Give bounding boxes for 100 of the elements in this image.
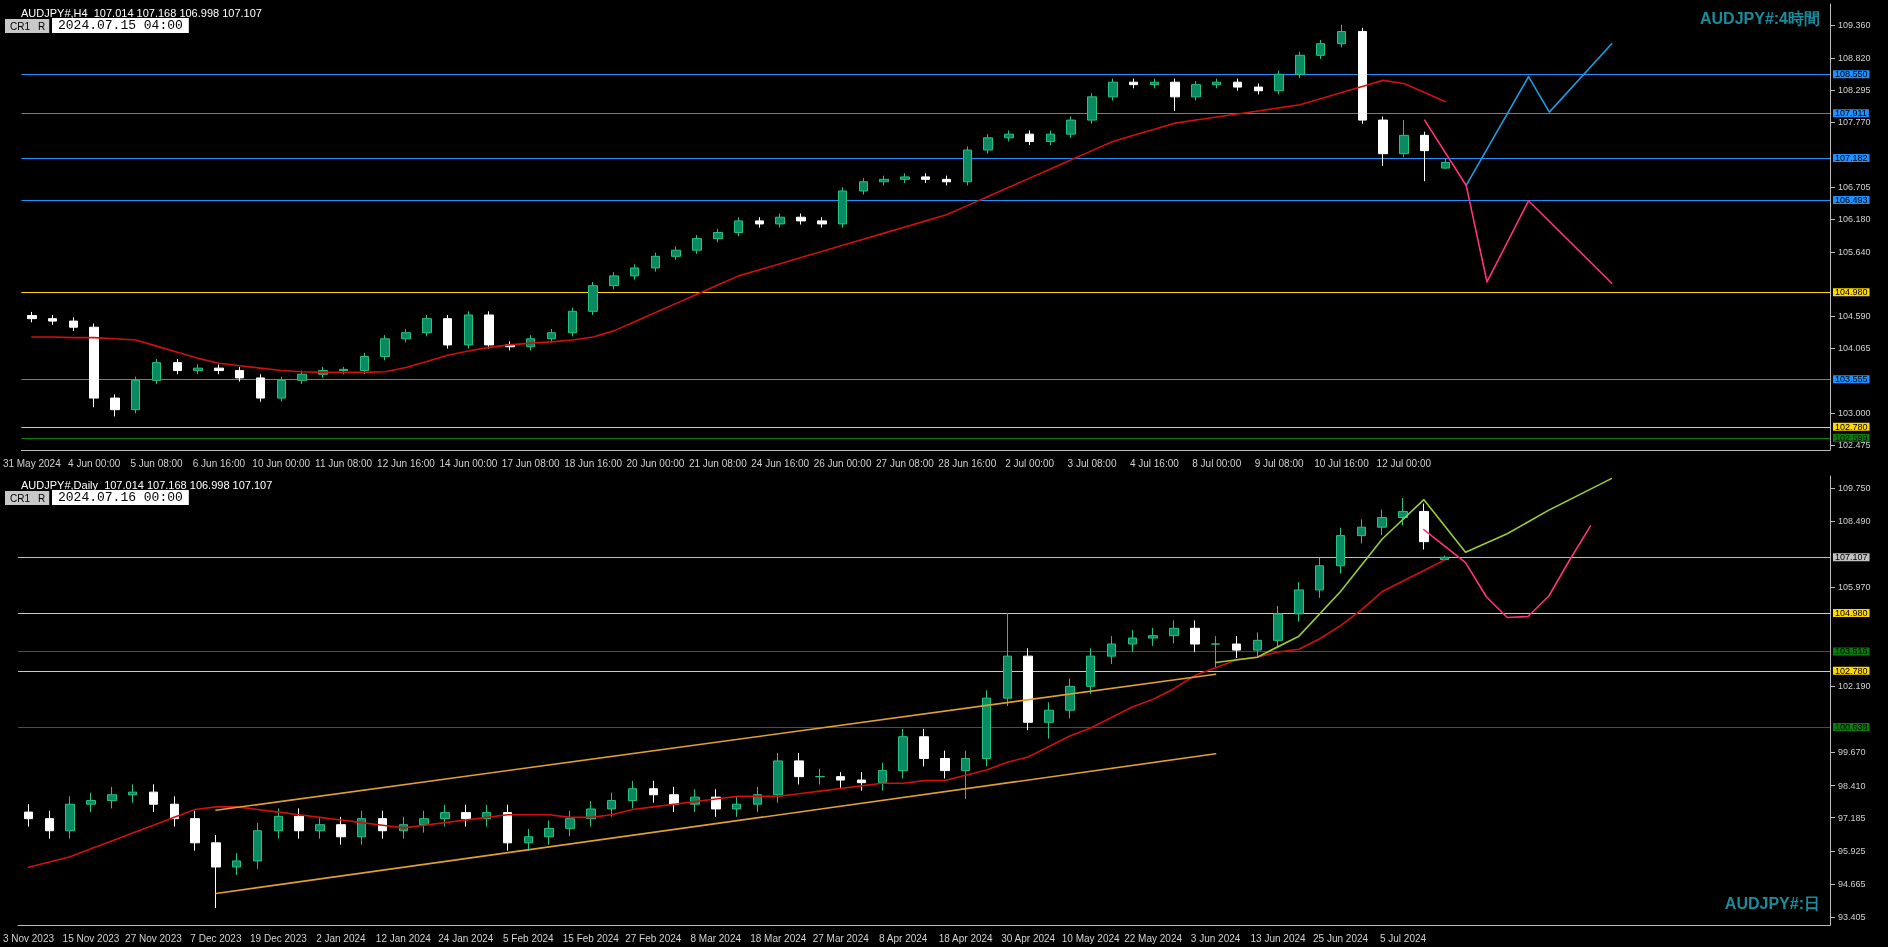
candlestick [274,807,283,840]
candlestick [86,792,96,813]
candlestick [547,328,556,343]
ref-line-label: 106.493 [1835,195,1868,206]
y-tick-label: 97.185 [1838,812,1866,823]
candlestick [836,771,845,789]
x-tick-label: 5 Feb 2024 [503,932,555,944]
annotation: 2024.07.15 04:00 [58,18,183,33]
candlestick [1253,631,1262,659]
ref-line-label: 103.516 [1835,646,1868,657]
ref-line-label: 107.107 [1835,552,1868,563]
y-tick-label: 98.410 [1838,780,1866,791]
candlestick [69,316,78,332]
annotation: AUDJPY#:4時間 [1699,9,1820,27]
candlestick [649,780,658,804]
candlestick [1066,115,1076,139]
x-tick-label: 12 Jun 16:00 [377,457,436,469]
candlestick [1087,92,1097,125]
candlestick [1357,518,1366,544]
candlestick [1274,70,1284,95]
x-tick-label: 4 Jun 00:00 [68,457,121,469]
candlestick [24,803,33,828]
candlestick [1316,39,1325,60]
x-tick-label: 24 Jun 16:00 [751,457,810,469]
candlestick [544,820,554,846]
x-tick-label: 3 Nov 2023 [2,932,55,944]
candlestick [857,771,866,792]
x-tick-label: 10 Jun 00:00 [252,457,311,469]
candlestick [1232,635,1241,659]
candlestick [1023,647,1033,731]
x-tick-label: 11 Jun 08:00 [315,457,373,469]
candlestick [464,310,473,350]
candlestick [942,175,951,186]
x-tick-label: 27 Nov 2023 [125,932,183,944]
candlestick [898,728,908,779]
candlestick [669,786,679,813]
annotation: CR1 [10,20,31,32]
line-series [1423,119,1613,285]
candlestick [1086,647,1095,695]
line-series [1214,477,1613,664]
candlestick [713,228,723,243]
candlestick [1108,78,1118,102]
y-tick-label: 108.490 [1838,515,1871,526]
x-tick-label: 28 Jun 16:00 [938,457,997,469]
annotation: AUDJPY#:日 [1724,894,1821,912]
candlestick [443,314,452,350]
y-tick-label: 93.405 [1838,911,1866,922]
x-tick-label: 15 Nov 2023 [62,932,120,944]
x-tick-label: 25 Jun 2024 [1313,932,1369,944]
annotation: 2024.07.16 00:00 [58,490,183,505]
ref-line-label: 103.555 [1835,374,1868,385]
x-tick-label: 8 Jul 00:00 [1192,457,1242,469]
ref-line-label: 102.780 [1835,421,1868,432]
y-tick-label: 105.640 [1838,247,1871,258]
candlestick [484,310,494,350]
candlestick [859,177,868,196]
annotation: CR1 [10,492,31,504]
candlestick [1295,51,1305,79]
y-tick-label: 94.665 [1838,878,1866,889]
ref-line-label: 102.780 [1835,665,1868,676]
candlestick [651,252,660,273]
line-series [1465,42,1613,187]
y-tick-label: 106.180 [1838,214,1871,225]
candlestick [1398,497,1408,526]
ref-line-label: 104.980 [1835,608,1868,619]
y-tick-label: 102.475 [1838,440,1871,451]
candlestick [1273,605,1283,649]
x-tick-label: 18 Apr 2024 [938,932,994,944]
candlestick [65,795,75,840]
candlestick [1336,527,1345,575]
y-tick-label: 106.705 [1838,181,1871,192]
candlestick [775,213,785,229]
x-tick-label: 17 Jun 08:00 [501,457,561,469]
y-tick-label: 99.670 [1838,747,1866,758]
candlestick [503,804,512,852]
candlestick [173,358,182,375]
candlestick [940,750,950,779]
chart-title: AUDJPY#,Daily 107.014 107.168 106.998 107.107 [21,478,273,491]
x-tick-label: 20 Jun 00:00 [626,457,685,469]
y-tick-label: 104.065 [1838,343,1871,354]
candlestick [1107,635,1116,665]
x-tick-label: 7 Dec 2023 [190,932,242,944]
candlestick [982,689,991,767]
candlestick [152,358,161,385]
x-tick-label: 24 Jan 2024 [438,932,494,944]
ref-line-label: 102.599 [1835,432,1868,443]
candlestick [461,804,471,828]
candlestick [1169,619,1179,645]
candlestick [838,186,847,229]
candlestick [440,804,450,828]
x-tick-label: 18 Mar 2024 [750,932,807,944]
candlestick [256,373,265,403]
candlestick [1254,82,1263,95]
x-tick-label: 2 Jan 2024 [316,932,367,944]
candlestick [315,816,325,840]
candlestick [1190,619,1200,653]
candlestick [921,172,930,184]
candlestick [983,133,993,155]
x-tick-label: 27 Jun 08:00 [876,457,935,469]
y-tick-label: 102.190 [1838,681,1871,692]
